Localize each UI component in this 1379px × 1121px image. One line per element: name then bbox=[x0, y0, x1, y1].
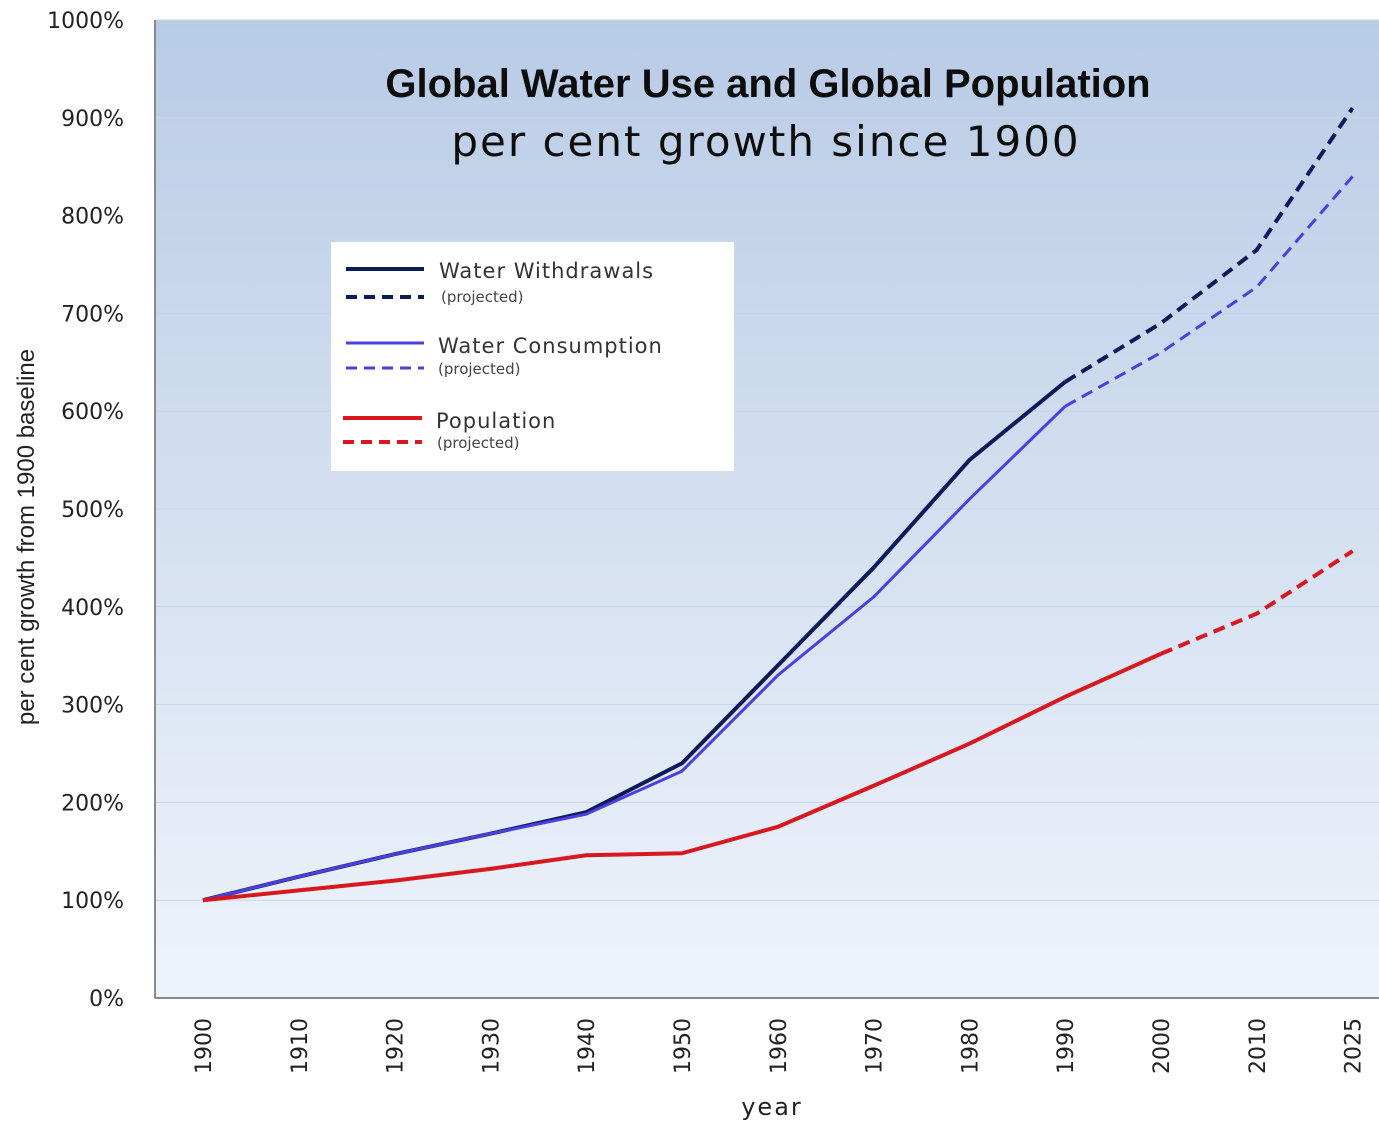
y-tick-label: 200% bbox=[61, 791, 124, 816]
x-tick-label: 2010 bbox=[1246, 1018, 1271, 1074]
x-tick-label: 1940 bbox=[575, 1018, 600, 1074]
y-tick-label: 700% bbox=[61, 302, 124, 327]
x-tick-label: 1920 bbox=[384, 1018, 409, 1074]
x-tick-label: 1990 bbox=[1054, 1018, 1079, 1074]
x-tick-label: 1900 bbox=[192, 1018, 217, 1074]
chart-title: Global Water Use and Global Population bbox=[385, 62, 1150, 106]
x-tick-label: 1930 bbox=[479, 1018, 504, 1074]
chart-subtitle: per cent growth since 1900 bbox=[451, 117, 1080, 166]
series-line-population-projected bbox=[1160, 549, 1354, 656]
y-axis-label: per cent growth from 1900 baseline bbox=[13, 349, 40, 725]
y-tick-label: 800% bbox=[61, 205, 124, 230]
x-tick-label: 1910 bbox=[288, 1018, 313, 1074]
y-tick-label: 400% bbox=[61, 596, 124, 621]
y-tick-label: 500% bbox=[61, 498, 124, 523]
x-tick-label: 2025 bbox=[1342, 1018, 1367, 1074]
legend-label-withdrawals: Water Withdrawals bbox=[439, 259, 654, 283]
y-tick-label: 0% bbox=[89, 987, 124, 1012]
y-tick-label: 600% bbox=[61, 400, 124, 425]
legend-label-consumption: Water Consumption bbox=[438, 334, 663, 358]
legend-sub-consumption: (projected) bbox=[438, 360, 521, 378]
legend-sub-population: (projected) bbox=[437, 434, 520, 452]
y-tick-labels: 0% 100% 200% 300% 400% 500% 600% 700% 800% 900% 10… bbox=[47, 9, 124, 1012]
x-tick-label: 2000 bbox=[1150, 1018, 1175, 1074]
x-tick-labels: 1900 1910 1920 1930 1940 1950 1960 1970 1980 1990… bbox=[192, 1018, 1367, 1074]
legend-sub-withdrawals: (projected) bbox=[441, 288, 524, 306]
x-tick-label: 1970 bbox=[863, 1018, 888, 1074]
legend: Water Withdrawals (projected) Water Cons… bbox=[331, 242, 734, 471]
legend-label-population: Population bbox=[436, 409, 556, 433]
x-tick-label: 1960 bbox=[767, 1018, 792, 1074]
y-tick-label: 300% bbox=[61, 694, 124, 719]
gridlines bbox=[155, 19, 1379, 901]
y-tick-label: 100% bbox=[61, 889, 124, 914]
series-lines bbox=[202, 106, 1355, 903]
series-line-population bbox=[202, 651, 1162, 903]
series-line-water-withdrawals-projected bbox=[1064, 106, 1355, 384]
legend-box bbox=[331, 242, 734, 471]
axes bbox=[154, 20, 1379, 999]
y-tick-label: 900% bbox=[61, 107, 124, 132]
y-tick-label: 1000% bbox=[47, 9, 124, 34]
x-axis-label: year bbox=[741, 1093, 803, 1121]
series-line-water-consumption bbox=[202, 405, 1067, 902]
x-tick-label: 1950 bbox=[671, 1018, 696, 1074]
x-tick-label: 1980 bbox=[958, 1018, 983, 1074]
